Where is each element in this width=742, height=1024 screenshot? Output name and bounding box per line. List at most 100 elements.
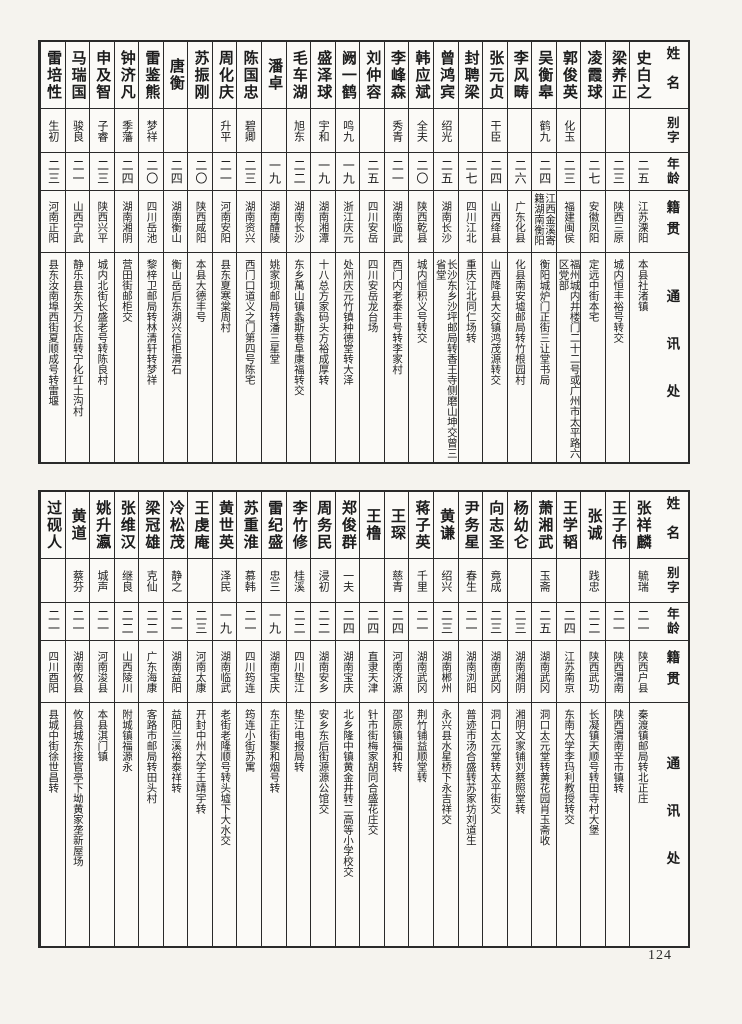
entry-age-text: 二三 xyxy=(46,158,61,185)
entry-age: 二三 xyxy=(556,152,581,190)
entry-native_place: 山西绛县 xyxy=(483,190,507,252)
entry-courtesy_name: 泽民 xyxy=(212,558,237,602)
entry-age-text: 二三 xyxy=(513,608,528,635)
entry-age: 二一 xyxy=(40,602,65,640)
entry-courtesy_name xyxy=(163,108,188,152)
entry-address: 定远中街本宅 xyxy=(581,252,605,462)
entry-name-text: 王琛 xyxy=(388,508,406,542)
entry-age: 二一 xyxy=(65,602,90,640)
entry-name: 封聘梁 xyxy=(459,42,483,108)
entry-courtesy_name-text: 践忠 xyxy=(587,569,600,592)
entry-address: 处州庆元竹镇种德堂转大泽 xyxy=(335,252,360,462)
entry-courtesy_name-text: 桂溪 xyxy=(292,569,305,592)
entry-age: 二一 xyxy=(458,602,483,640)
entry-native_place-text: 湖南醴陵 xyxy=(268,200,281,243)
entry-name: 过砚人 xyxy=(41,492,65,558)
entry-native_place-text: 广东海康 xyxy=(145,650,158,693)
entry-address-text: 本县大德丰号 xyxy=(194,259,207,322)
entry-column: 郑俊群 一夫 二四 湖南宝庆 北乡隆中镇黄金井转二高等小学校交 xyxy=(334,492,360,946)
entry-courtesy_name: 一夫 xyxy=(335,558,360,602)
entry-name-text: 马瑞国 xyxy=(69,49,87,101)
entry-courtesy_name: 鹤九 xyxy=(532,108,556,152)
entry-age: 二一 xyxy=(90,602,114,640)
entry-name: 申及智 xyxy=(90,42,114,108)
entry-courtesy_name xyxy=(360,108,384,152)
entry-age-text: 一九 xyxy=(341,158,356,185)
entry-address-text: 黎梓卫邮局转林清轩转梦祥 xyxy=(145,259,158,385)
entry-age: 二一 xyxy=(630,602,654,640)
entry-address-text: 老街老隆顺号转头墟下大水交 xyxy=(219,709,232,846)
entry-age: 二〇 xyxy=(188,152,212,190)
entry-courtesy_name: 静之 xyxy=(163,558,188,602)
entry-column: 萧湘武 玉斋 二五 湖南武冈 洞口太元堂转黄花园肖玉斋收 xyxy=(531,492,556,946)
entry-address-text: 垫江电报局转 xyxy=(292,709,305,772)
entry-courtesy_name-text: 蔡芬 xyxy=(71,569,84,592)
entry-name: 王学韬 xyxy=(557,492,581,558)
entry-age: 二一 xyxy=(163,602,188,640)
entry-address-text: 城内恒积义号转交 xyxy=(415,259,428,343)
entry-age-text: 二四 xyxy=(169,158,184,185)
entry-name: 向志圣 xyxy=(483,492,507,558)
entry-age: 二三 xyxy=(40,152,65,190)
entry-courtesy_name-text: 旭东 xyxy=(292,119,305,142)
entry-address: 姚家坝邮局转潘三星堂 xyxy=(262,252,286,462)
entry-address: 客路市邮局转田头村 xyxy=(139,702,163,946)
entry-native_place: 湖南武冈 xyxy=(483,640,507,702)
entry-column: 郭俊英 化玉 二三 福建闽侯 福州城内井楼门二十二号或广州市太平路六区党部 xyxy=(555,42,581,462)
entry-name-text: 王虔庵 xyxy=(192,499,210,551)
entry-name-text: 苏振刚 xyxy=(192,49,210,101)
entry-age-text: 二一 xyxy=(218,158,233,185)
page-number: 124 xyxy=(648,948,672,963)
entry-name-text: 王橹 xyxy=(364,508,382,542)
entry-name-text: 凌霞球 xyxy=(585,49,603,101)
entry-native_place-text: 湖南浏阳 xyxy=(464,650,477,693)
entry-name-text: 郑俊群 xyxy=(339,499,357,551)
entry-age: 二三 xyxy=(507,602,532,640)
entry-native_place-text: 湖南宝庆 xyxy=(342,650,355,693)
entry-name: 苏重淮 xyxy=(237,492,261,558)
entry-name-text: 毛车湖 xyxy=(290,49,308,101)
entry-native_place: 湖南武冈 xyxy=(409,640,433,702)
entry-name-text: 钟济凡 xyxy=(118,49,136,101)
entry-native_place-text: 陕西户县 xyxy=(636,650,649,693)
entry-native_place-text: 河南正阳 xyxy=(47,200,60,243)
entry-name: 黄世英 xyxy=(213,492,237,558)
entry-native_place-text: 浙江庆元 xyxy=(342,200,355,243)
entry-name-text: 张维汉 xyxy=(118,499,136,551)
entry-age-text: 二二 xyxy=(586,608,601,635)
entry-courtesy_name: 毓瑞 xyxy=(630,558,654,602)
entry-age-text: 二一 xyxy=(46,608,61,635)
entry-address-text: 福州城内井楼门二十二号或广州市太平路六区党部 xyxy=(557,259,581,459)
entry-age-text: 二〇 xyxy=(144,158,159,185)
entry-name: 尹务星 xyxy=(459,492,483,558)
entry-address: 化县南安墟邮局转竹根园村 xyxy=(507,252,532,462)
entry-address: 筠连小街苏寓 xyxy=(237,702,261,946)
entry-column: 阙一鹤 鸣九 一九 浙江庆元 处州庆元竹镇种德堂转大泽 xyxy=(334,42,360,462)
column-headers: 姓名 别字 年龄 籍贯 通讯处 xyxy=(654,492,688,946)
entry-age: 二一 xyxy=(237,602,261,640)
entry-age-text: 二一 xyxy=(169,608,184,635)
header-courtesy_name: 别字 xyxy=(654,108,688,152)
entry-courtesy_name xyxy=(40,558,65,602)
entry-courtesy_name-text: 静之 xyxy=(169,569,182,592)
entry-courtesy_name-text: 碧卿 xyxy=(243,119,256,142)
entry-address-text: 营田街邮柜交 xyxy=(120,259,133,322)
entry-column: 尹务星 春生 二一 湖南浏阳 普迹市汤合盛转苏家坊刘道生 xyxy=(457,492,483,946)
entry-address: 黎梓卫邮局转林清轩转梦祥 xyxy=(139,252,163,462)
entry-age: 二二 xyxy=(286,152,311,190)
entry-age-text: 二五 xyxy=(365,158,380,185)
entry-courtesy_name-text: 玉斋 xyxy=(538,569,551,592)
entry-address-text: 长沙东乡沙坪邮局转香王寺侧磨山坤交曾三省堂 xyxy=(434,259,458,459)
entry-age: 二二 xyxy=(114,602,139,640)
entry-age: 二二 xyxy=(581,602,605,640)
entry-age: 二四 xyxy=(114,152,139,190)
entry-native_place: 陕西兴平 xyxy=(90,190,114,252)
entry-age-text: 二一 xyxy=(390,158,405,185)
header-native_place: 籍贯 xyxy=(654,190,688,252)
header-address: 通讯处 xyxy=(654,252,688,462)
entry-name-text: 曾鸿宾 xyxy=(438,49,456,101)
entry-column: 封聘梁 二七 四川江北 重庆江北同仁场转 xyxy=(457,42,483,462)
entry-courtesy_name-text: 绍兴 xyxy=(439,569,452,592)
entry-name-text: 杨幼仑 xyxy=(511,499,529,551)
entry-name-text: 张诚 xyxy=(585,508,603,542)
